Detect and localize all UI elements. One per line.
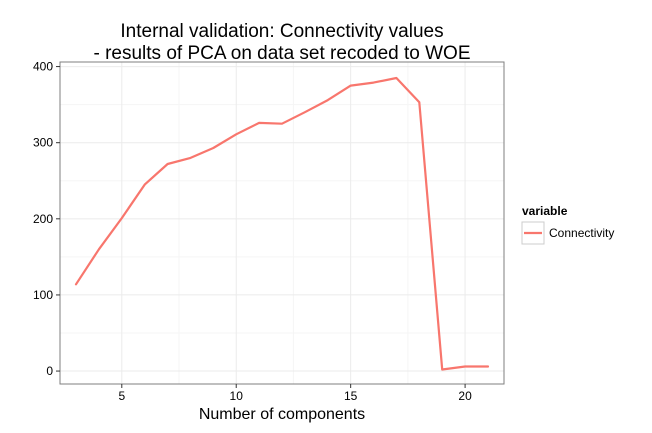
series-line-connectivity [74,76,490,371]
y-tick-label: 100 [33,288,53,302]
x-axis-title: Number of components [199,406,365,423]
data-layer [74,76,490,371]
x-tick-label: 20 [458,389,472,403]
x-tick-label: 5 [118,389,125,403]
chart-title-line1: Internal validation: Connectivity values [120,21,443,42]
y-tick-label: 200 [33,212,53,226]
x-tick-label: 15 [344,389,358,403]
legend: variable Connectivity [521,204,614,245]
legend-label-connectivity: Connectivity [549,226,614,240]
y-tick-label: 400 [33,60,53,74]
legend-title: variable [522,204,568,218]
grid-layer [60,62,504,384]
y-tick-label: 300 [33,136,53,150]
x-tick-label: 10 [230,389,244,403]
y-tick-label: 0 [46,364,53,378]
plot-panel-border [59,61,505,385]
chart-title-line2: - results of PCA on data set recoded to … [93,43,470,64]
